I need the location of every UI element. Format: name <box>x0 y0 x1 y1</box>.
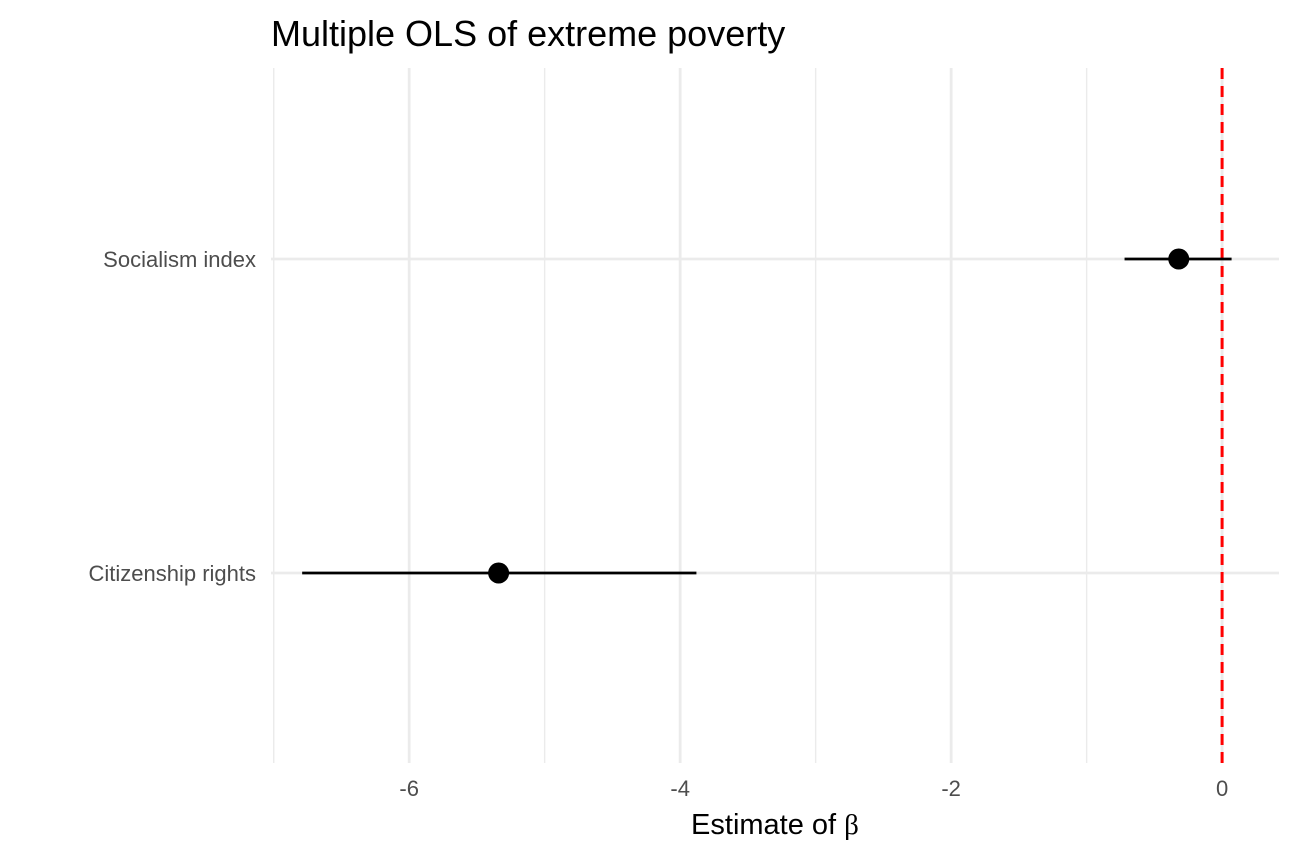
y-tick-label: Socialism index <box>103 247 256 272</box>
x-axis-title-text: Estimate of <box>691 809 837 841</box>
x-tick-label: 0 <box>1216 776 1228 801</box>
y-axis-tick-labels: Socialism index Citizenship rights <box>88 247 256 586</box>
x-axis-title: Estimate of β <box>691 809 859 841</box>
y-tick-label: Citizenship rights <box>88 561 256 586</box>
beta-symbol: β <box>844 809 859 841</box>
data-marks <box>302 248 1232 584</box>
x-tick-label: -2 <box>941 776 961 801</box>
estimate-point <box>488 562 510 584</box>
x-tick-label: -4 <box>670 776 690 801</box>
x-tick-label: -6 <box>399 776 419 801</box>
x-axis-tick-labels: -6 -4 -2 0 <box>399 776 1228 801</box>
estimate-point <box>1168 248 1190 270</box>
chart-title: Multiple OLS of extreme poverty <box>271 13 785 54</box>
grid-lines <box>271 68 1279 763</box>
